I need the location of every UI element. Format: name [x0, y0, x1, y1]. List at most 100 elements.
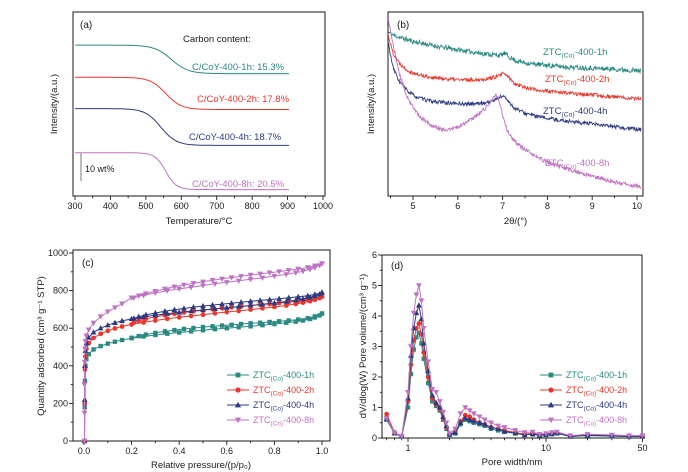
point-ztc-co-400-8h — [420, 326, 427, 332]
x-tick-label: 700 — [209, 201, 224, 211]
legend-item-ztc-co-400-8h: ZTC(Co)-400-8h — [540, 415, 627, 427]
point-ztc-co-400-2h — [300, 300, 306, 306]
point-ztc-co-400-4h — [238, 299, 244, 305]
point-ztc-co-400-8h — [219, 276, 225, 283]
point-ztc-co-400-1h — [86, 351, 91, 357]
point-ztc-co-400-1h — [272, 321, 277, 327]
legend-label-ztc-co-400-8h: ZTC(Co)-400-8h — [566, 415, 627, 427]
point-ztc-co-400-8h — [152, 288, 159, 295]
y-axis-title-a: Intensity/(a.u.) — [49, 74, 60, 134]
point-ztc-co-400-4h — [470, 418, 477, 424]
point-ztc-co-400-8h — [443, 420, 450, 426]
y-tick-label: 0 — [372, 433, 377, 443]
point-ztc-co-400-1h — [257, 320, 263, 325]
point-ztc-co-400-8h — [247, 272, 254, 279]
point-ztc-co-400-4h — [181, 305, 187, 311]
point-ztc-co-400-2h — [200, 312, 206, 318]
point-ztc-co-400-4h — [200, 306, 206, 313]
point-ztc-co-400-1h — [105, 341, 110, 346]
point-ztc-co-400-1h — [200, 328, 206, 333]
legend-marker — [548, 387, 554, 393]
point-ztc-co-400-4h — [466, 416, 473, 422]
point-ztc-co-400-2h — [98, 331, 104, 337]
point-ztc-co-400-1h — [414, 335, 419, 340]
x-axis-title-d: Pore width/nm — [482, 457, 543, 468]
point-ztc-co-400-8h — [311, 263, 318, 269]
x-tick-label: 0.0 — [78, 446, 91, 456]
point-ztc-co-400-1h — [229, 322, 234, 328]
point-ztc-co-400-8h — [81, 438, 88, 445]
point-ztc-co-400-8h — [283, 272, 290, 278]
x-tick-label: 1.0 — [316, 446, 329, 456]
point-ztc-co-400-2h — [236, 308, 242, 314]
point-ztc-co-400-8h — [285, 268, 292, 274]
point-ztc-co-400-8h — [200, 283, 206, 289]
x-tick-label: 10 — [632, 201, 642, 211]
legend-item-ztc-co-400-2h: ZTC(Co)-400-2h — [227, 385, 314, 397]
panel-c-isotherm-chart: 0.0 0.2 0.4 0.6 0.8 1.0 0 200 400 600 800 1000 Relat… — [36, 248, 331, 471]
legend-label-ztc-co-400-2h: ZTC(Co)-400-2h — [253, 385, 314, 397]
point-ztc-co-400-8h — [398, 433, 405, 440]
point-ztc-co-400-2h — [91, 335, 96, 341]
point-ztc-co-400-2h — [224, 309, 230, 315]
point-ztc-co-400-8h — [112, 305, 118, 311]
point-ztc-co-400-4h — [142, 311, 149, 318]
point-ztc-co-400-8h — [452, 426, 459, 432]
legend-marker — [234, 417, 242, 424]
point-ztc-co-400-4h — [488, 424, 494, 430]
point-ztc-co-400-2h — [172, 311, 177, 317]
x-tick-label: 5 — [410, 201, 415, 211]
point-ztc-co-400-4h — [188, 307, 194, 314]
tga-curve-c-coy-400-4h — [75, 108, 289, 146]
point-ztc-co-400-8h — [383, 415, 390, 422]
point-ztc-co-400-8h — [639, 433, 646, 439]
point-ztc-co-400-8h — [235, 278, 242, 284]
y-tick-label: 5 — [372, 281, 377, 291]
point-ztc-co-400-8h — [135, 293, 142, 299]
y-tick-label: 600 — [53, 323, 68, 333]
point-ztc-co-400-2h — [112, 325, 118, 331]
point-ztc-co-400-1h — [91, 347, 96, 352]
point-ztc-co-400-8h — [410, 310, 417, 317]
point-ztc-co-400-8h — [97, 314, 104, 320]
point-ztc-co-400-4h — [259, 301, 266, 307]
point-ztc-co-400-8h — [567, 433, 574, 439]
legend-marker — [234, 401, 242, 408]
y-tick-label: 4 — [372, 311, 377, 321]
point-ztc-co-400-1h — [408, 371, 414, 377]
point-ztc-co-400-1h — [112, 339, 118, 344]
x-axis-title-a: Temperature/°C — [166, 216, 233, 227]
point-ztc-co-400-8h — [171, 284, 178, 290]
point-ztc-co-400-8h — [391, 430, 398, 436]
point-ztc-co-400-8h — [416, 283, 422, 289]
series-label-c-coy-400-1h: C/CoY-400-1h: 15.3% — [192, 62, 285, 73]
point-ztc-co-400-4h — [162, 308, 168, 314]
isotherm-desorption-ztc-co-400-4h — [133, 292, 323, 319]
point-ztc-co-400-1h — [172, 327, 177, 333]
y-tick-label: 6 — [372, 250, 377, 260]
point-ztc-co-400-8h — [529, 429, 536, 435]
point-ztc-co-400-4h — [228, 300, 235, 306]
point-ztc-co-400-8h — [495, 423, 502, 429]
x-tick-label: 0.2 — [125, 446, 138, 456]
point-ztc-co-400-8h — [212, 281, 218, 287]
panel-letter-d: (d) — [391, 261, 403, 272]
point-ztc-co-400-4h — [247, 298, 254, 304]
point-ztc-co-400-1h — [416, 330, 422, 335]
point-ztc-co-400-4h — [97, 325, 104, 331]
panel-a-tga-chart: 300 400 500 600 700 800 900 1000 Temperature/°C I… — [49, 11, 333, 227]
point-ztc-co-400-8h — [440, 409, 447, 416]
y-tick-label: 400 — [53, 361, 68, 371]
point-ztc-co-400-1h — [248, 321, 253, 326]
legend-marker — [548, 372, 554, 378]
legend-item-ztc-co-400-4h: ZTC(Co)-400-4h — [227, 400, 314, 412]
y-axis-title-b: Intensity/(a.u.) — [366, 74, 377, 134]
point-ztc-co-400-1h — [153, 330, 158, 336]
point-ztc-co-400-8h — [276, 269, 283, 275]
point-ztc-co-400-4h — [416, 302, 422, 308]
point-ztc-co-400-4h — [171, 306, 178, 312]
point-ztc-co-400-2h — [141, 319, 146, 325]
point-ztc-co-400-4h — [190, 304, 197, 310]
y-tick-label: 200 — [53, 398, 68, 408]
point-ztc-co-400-1h — [419, 341, 424, 346]
